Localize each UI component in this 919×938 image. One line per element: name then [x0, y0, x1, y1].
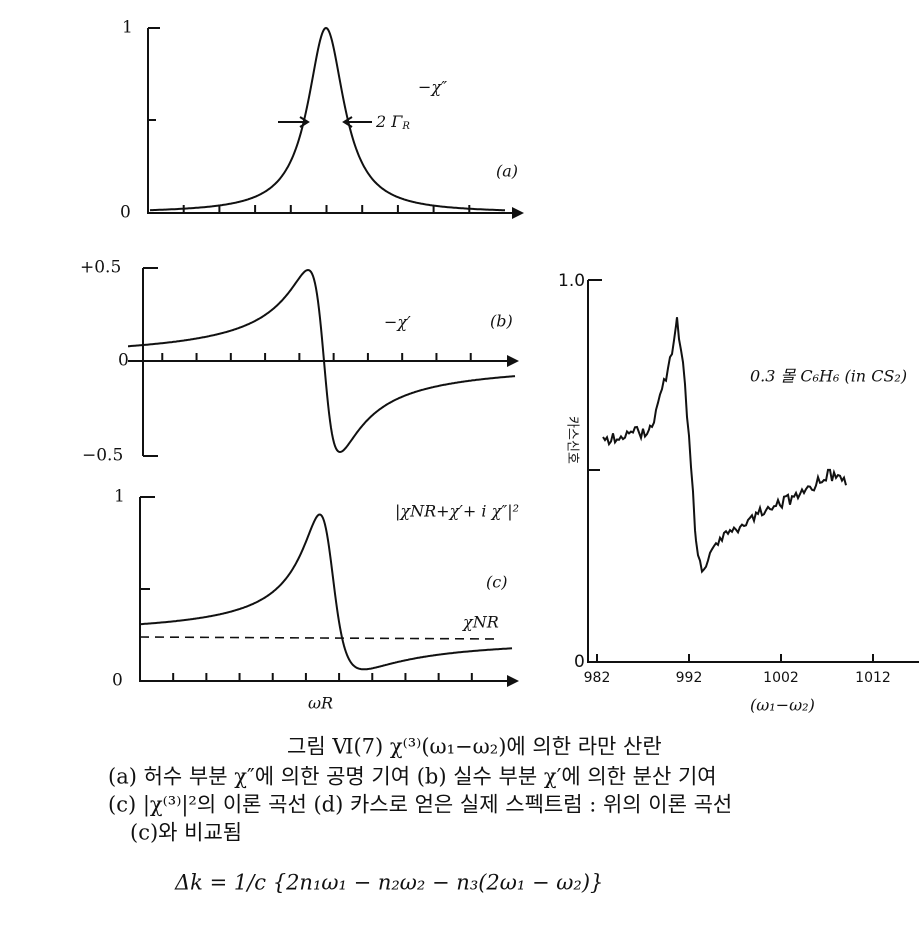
x-label: ωR [308, 694, 333, 713]
arrow [512, 207, 524, 219]
x-ticks: 982 992 1002 1012 [584, 654, 891, 686]
sample-label: 0.3 몰 C₆H₆ (in CS₂) [750, 367, 907, 386]
panel-label: (b) [490, 312, 513, 331]
y-label: +0.5 [80, 258, 121, 278]
arrow [507, 355, 519, 367]
caption-line: (a) 허수 부분 χ″에 의한 공명 기여 (b) 실수 부분 χ′에 의한 … [108, 765, 717, 789]
axis [139, 497, 515, 682]
width-label-main: 2 Γ [375, 112, 403, 131]
curve-label: |χNR+χ′+ i χ″|² [395, 502, 519, 521]
y-label: 0 [574, 652, 585, 672]
y-label: −0.5 [82, 446, 123, 466]
axis [147, 28, 520, 214]
y-label: 1.0 [558, 271, 585, 291]
y-label: 1 [122, 18, 133, 38]
y-label: 0 [120, 203, 131, 223]
x-axis-title: (ω₁−ω₂) [750, 696, 815, 715]
x-tick-label: 1012 [855, 670, 891, 686]
panel-label: (a) [496, 162, 518, 181]
axis [128, 268, 515, 456]
axis [587, 280, 919, 663]
x-tick-label: 1002 [763, 670, 799, 686]
caption: 그림 Ⅵ(7) χ⁽³⁾(ω₁−ω₂)에 의한 라만 산란 (a) 허수 부분 … [108, 735, 732, 845]
baseline-label: χNR [462, 613, 499, 632]
y-label: 1 [114, 487, 125, 507]
y-label: 0 [118, 351, 129, 371]
caption-title: 그림 Ⅵ(7) χ⁽³⁾(ω₁−ω₂)에 의한 라만 산란 [287, 735, 662, 759]
x-tick-label: 982 [584, 670, 611, 686]
width-label-sub: R [401, 121, 410, 132]
arrow [507, 675, 519, 687]
caption-line: (c) |χ⁽³⁾|²의 이론 곡선 (d) 카스로 얻은 실제 스펙트럼 : … [108, 793, 732, 818]
spectrum [602, 317, 847, 574]
curve [149, 26, 505, 212]
width-arrows [278, 116, 372, 128]
panel-d: 1.0 0 카스신호 982 992 1002 1012 (ω₁−ω₂) 0.3 몰 … [558, 271, 919, 715]
panel-a: 1 0 −χ″ 2 ΓR (a) [120, 18, 524, 223]
caption-line: (c)와 비교됨 [130, 821, 242, 845]
panel-c: 1 0 |χNR+χ′+ i χ″|² χNR (c) ωR [112, 487, 519, 713]
y-label: 0 [112, 671, 123, 691]
curve-label: −χ″ [418, 78, 447, 97]
curve [139, 513, 513, 671]
equation: Δk = 1/c {2n₁ω₁ − n₂ω₂ − n₃(2ω₁ − ω₂)} [174, 871, 603, 895]
panel-label: (c) [486, 573, 507, 592]
y-axis-title: 카스신호 [565, 416, 580, 464]
x-tick-label: 992 [676, 670, 703, 686]
curve-label: −χ′ [384, 313, 411, 332]
panel-b: +0.5 0 −0.5 −χ′ (b) [80, 258, 519, 466]
width-label: 2 ΓR [375, 112, 410, 132]
baseline [139, 636, 501, 640]
curve [128, 268, 516, 454]
